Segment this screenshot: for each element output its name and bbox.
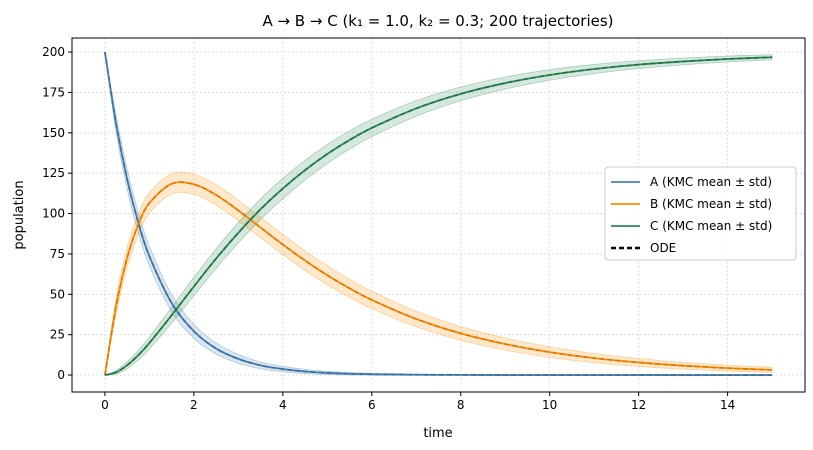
- y-tick-label: 175: [42, 85, 65, 99]
- ode-line-a: [104, 51, 773, 376]
- ticks: 0 2 4 6 8 10 12 14 0 25 50 75 100 125 150 175 200: [42, 45, 735, 412]
- legend-label: C (KMC mean ± std): [650, 219, 772, 233]
- std-band-b: [104, 171, 773, 376]
- x-tick-label: 4: [279, 398, 287, 412]
- y-tick-label: 150: [42, 126, 65, 140]
- legend: A (KMC mean ± std) B (KMC mean ± std) C (K…: [604, 166, 797, 261]
- y-tick-label: 100: [42, 207, 65, 221]
- ode-line-b: [104, 181, 773, 376]
- x-tick-label: 14: [720, 398, 735, 412]
- y-tick-label: 50: [50, 287, 65, 301]
- y-axis-label: population: [12, 180, 27, 249]
- x-tick-label: 10: [542, 398, 557, 412]
- series-lines: [104, 51, 773, 376]
- y-tick-label: 0: [57, 368, 65, 382]
- y-tick-label: 25: [50, 328, 65, 342]
- x-tick-label: 8: [457, 398, 465, 412]
- x-tick-label: 2: [190, 398, 198, 412]
- x-tick-label: 0: [101, 398, 109, 412]
- x-tick-label: 12: [631, 398, 646, 412]
- ode-line-c: [104, 56, 773, 376]
- x-tick-label: 6: [368, 398, 376, 412]
- chart-title: A → B → C (k₁ = 1.0, k₂ = 0.3; 200 traje…: [262, 12, 613, 30]
- y-tick-label: 125: [42, 166, 65, 180]
- y-tick-label: 200: [42, 45, 65, 59]
- legend-label: ODE: [650, 241, 676, 255]
- x-axis-label: time: [423, 426, 452, 441]
- legend-label: A (KMC mean ± std): [650, 175, 772, 189]
- y-tick-label: 75: [50, 247, 65, 261]
- legend-label: B (KMC mean ± std): [650, 197, 772, 211]
- plot-frame: [71, 37, 806, 393]
